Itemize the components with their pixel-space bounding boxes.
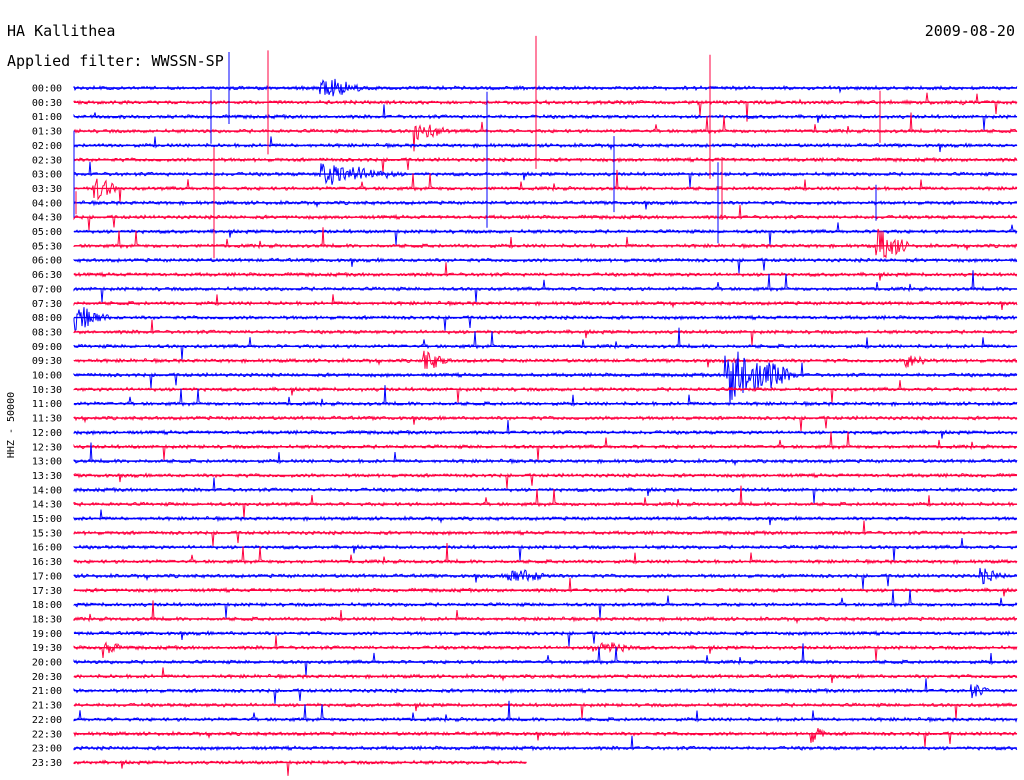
row-time-label: 08:00 <box>32 313 62 324</box>
row-time-label: 09:30 <box>32 356 62 367</box>
row-time-label: 10:30 <box>32 385 62 396</box>
row-time-label: 20:30 <box>32 672 62 683</box>
row-time-label: 10:00 <box>32 371 62 382</box>
row-time-label: 23:30 <box>32 758 62 769</box>
channel-axis-label: HHZ - 50000 <box>6 392 17 458</box>
row-time-label: 04:30 <box>32 213 62 224</box>
trace-row <box>73 262 1018 281</box>
row-time-label: 06:30 <box>32 270 62 281</box>
row-time-label: 17:00 <box>32 571 62 582</box>
trace-row <box>73 385 1018 408</box>
row-time-label: 02:00 <box>32 141 62 152</box>
row-time-label: 13:00 <box>32 457 62 468</box>
row-time-label: 05:00 <box>32 227 62 238</box>
trace-row <box>73 380 1018 404</box>
row-time-label: 14:00 <box>32 485 62 496</box>
row-time-label: 02:30 <box>32 155 62 166</box>
row-time-label: 16:00 <box>32 543 62 554</box>
seismic-traces <box>73 35 1018 776</box>
row-time-label: 21:30 <box>32 701 62 712</box>
trace-row <box>73 420 1018 439</box>
row-time-label: 12:30 <box>32 442 62 453</box>
trace-row <box>73 577 1018 597</box>
row-time-label: 05:30 <box>32 241 62 252</box>
row-time-label: 20:00 <box>32 658 62 669</box>
row-time-label: 19:00 <box>32 629 62 640</box>
trace-row <box>73 294 1018 310</box>
date-label: 2009-08-20 <box>925 22 1015 40</box>
row-time-label: 00:30 <box>32 98 62 109</box>
row-time-label: 04:00 <box>32 198 62 209</box>
station-title: HA Kallithea <box>7 22 115 40</box>
trace-row <box>73 538 1018 562</box>
row-time-label: 21:00 <box>32 686 62 697</box>
row-time-label: 06:00 <box>32 256 62 267</box>
row-time-label: 12:00 <box>32 428 62 439</box>
filter-subtitle: Applied filter: WWSSN-SP <box>7 52 224 70</box>
row-time-label: 23:00 <box>32 744 62 755</box>
trace-row <box>73 667 1018 684</box>
row-time-label: 03:00 <box>32 170 62 181</box>
row-time-label: 19:30 <box>32 643 62 654</box>
row-time-label: 01:00 <box>32 112 62 123</box>
trace-row <box>73 567 1018 590</box>
trace-row <box>73 136 1018 153</box>
row-time-label: 16:30 <box>32 557 62 568</box>
trace-row <box>73 307 1018 332</box>
trace-row <box>73 350 1018 369</box>
row-time-label: 07:00 <box>32 284 62 295</box>
trace-row <box>73 509 1018 526</box>
row-time-label: 08:30 <box>32 327 62 338</box>
trace-row <box>73 222 1018 246</box>
time-tick-labels: 00:00 00:30 01:00 01:30 02:00 02:30 03:00 03:30… <box>32 84 62 769</box>
trace-row <box>73 112 1018 152</box>
row-time-label: 17:30 <box>32 586 62 597</box>
row-time-label: 15:30 <box>32 528 62 539</box>
row-time-label: 03:30 <box>32 184 62 195</box>
row-time-label: 09:00 <box>32 342 62 353</box>
row-time-label: 11:30 <box>32 414 62 425</box>
row-time-label: 14:30 <box>32 500 62 511</box>
trace-row <box>73 727 1018 747</box>
row-time-label: 18:30 <box>32 614 62 625</box>
row-time-label: 01:30 <box>32 127 62 138</box>
row-time-label: 00:00 <box>32 84 62 95</box>
row-time-label: 13:30 <box>32 471 62 482</box>
row-time-label: 15:00 <box>32 514 62 525</box>
row-time-label: 18:00 <box>32 600 62 611</box>
row-time-label: 22:00 <box>32 715 62 726</box>
row-time-label: 22:30 <box>32 729 62 740</box>
row-time-label: 11:00 <box>32 399 62 410</box>
row-time-label: 07:30 <box>32 299 62 310</box>
